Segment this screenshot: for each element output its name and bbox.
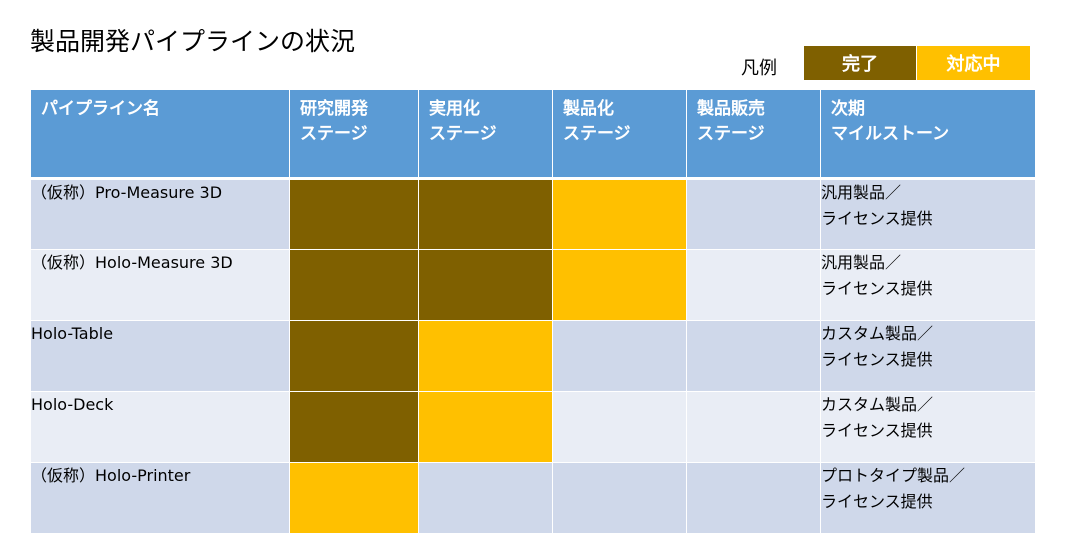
stage-cell-productization: [552, 391, 687, 463]
milestone-line2: ライセンス提供: [821, 279, 933, 298]
stage-cell-productization: [552, 249, 687, 321]
header-research-line2: ステージ: [300, 124, 368, 144]
table-row: （仮称）Holo-Printer プロトタイプ製品／ ライセンス提供: [30, 462, 1036, 534]
milestone-line1: 汎用製品／: [821, 253, 902, 272]
stage-cell-practical: [418, 462, 553, 534]
header-next-milestone: 次期 マイルストーン: [820, 89, 1036, 180]
stage-cell-research: [289, 320, 419, 392]
milestone-cell: カスタム製品／ ライセンス提供: [820, 320, 1036, 392]
header-productization-stage: 製品化 ステージ: [552, 89, 687, 180]
stage-cell-research: [289, 178, 419, 250]
stage-cell-research: [289, 249, 419, 321]
header-pipeline-name: パイプライン名: [30, 89, 290, 180]
pipeline-name-cell: （仮称）Holo-Printer: [30, 462, 290, 534]
table-row: Holo-Table カスタム製品／ ライセンス提供: [30, 320, 1036, 392]
table-row: （仮称）Holo-Measure 3D 汎用製品／ ライセンス提供: [30, 249, 1036, 321]
header-productization-line1: 製品化: [563, 99, 614, 119]
stage-cell-sales: [686, 391, 821, 463]
page-title: 製品開発パイプラインの状況: [30, 27, 356, 56]
milestone-line2: ライセンス提供: [821, 209, 933, 228]
stage-cell-sales: [686, 320, 821, 392]
milestone-line1: カスタム製品／: [821, 395, 934, 414]
pipeline-name-cell: （仮称）Holo-Measure 3D: [30, 249, 290, 321]
header-sales-line1: 製品販売: [697, 99, 765, 119]
table-row: （仮称）Pro-Measure 3D 汎用製品／ ライセンス提供: [30, 178, 1036, 250]
table-header-row: パイプライン名 研究開発 ステージ 実用化 ステージ 製品化 ステージ 製品販売…: [30, 89, 1036, 180]
stage-cell-productization: [552, 178, 687, 250]
milestone-cell: カスタム製品／ ライセンス提供: [820, 391, 1036, 463]
pipeline-status-table: パイプライン名 研究開発 ステージ 実用化 ステージ 製品化 ステージ 製品販売…: [30, 89, 1036, 534]
header-milestone-line1: 次期: [831, 99, 865, 119]
header-sales-stage: 製品販売 ステージ: [686, 89, 821, 180]
milestone-line2: ライセンス提供: [821, 350, 933, 369]
milestone-line2: ライセンス提供: [821, 492, 933, 511]
stage-cell-productization: [552, 320, 687, 392]
pipeline-name-cell: （仮称）Pro-Measure 3D: [30, 178, 290, 250]
header-research-line1: 研究開発: [300, 99, 368, 119]
stage-cell-research: [289, 391, 419, 463]
stage-cell-practical: [418, 320, 553, 392]
header-practical-line2: ステージ: [429, 124, 497, 144]
milestone-line1: カスタム製品／: [821, 324, 934, 343]
stage-cell-practical: [418, 391, 553, 463]
legend-label: 凡例: [741, 58, 777, 79]
milestone-cell: 汎用製品／ ライセンス提供: [820, 249, 1036, 321]
header-pipeline-name-label: パイプライン名: [41, 99, 160, 119]
table-row: Holo-Deck カスタム製品／ ライセンス提供: [30, 391, 1036, 463]
header-practical-stage: 実用化 ステージ: [418, 89, 553, 180]
pipeline-name-cell: Holo-Table: [30, 320, 290, 392]
pipeline-name-cell: Holo-Deck: [30, 391, 290, 463]
milestone-line2: ライセンス提供: [821, 421, 933, 440]
header-research-stage: 研究開発 ステージ: [289, 89, 419, 180]
milestone-cell: 汎用製品／ ライセンス提供: [820, 178, 1036, 250]
stage-cell-practical: [418, 249, 553, 321]
milestone-line1: プロトタイプ製品／: [821, 466, 966, 485]
header-practical-line1: 実用化: [429, 99, 480, 119]
legend-done-swatch: 完了: [804, 46, 916, 80]
stage-cell-practical: [418, 178, 553, 250]
header-milestone-line2: マイルストーン: [831, 124, 950, 144]
legend-in-progress-swatch: 対応中: [917, 46, 1030, 80]
stage-cell-sales: [686, 178, 821, 250]
stage-cell-sales: [686, 462, 821, 534]
stage-cell-research: [289, 462, 419, 534]
milestone-line1: 汎用製品／: [821, 183, 902, 202]
milestone-cell: プロトタイプ製品／ ライセンス提供: [820, 462, 1036, 534]
header-sales-line2: ステージ: [697, 124, 765, 144]
stage-cell-sales: [686, 249, 821, 321]
header-productization-line2: ステージ: [563, 124, 631, 144]
stage-cell-productization: [552, 462, 687, 534]
